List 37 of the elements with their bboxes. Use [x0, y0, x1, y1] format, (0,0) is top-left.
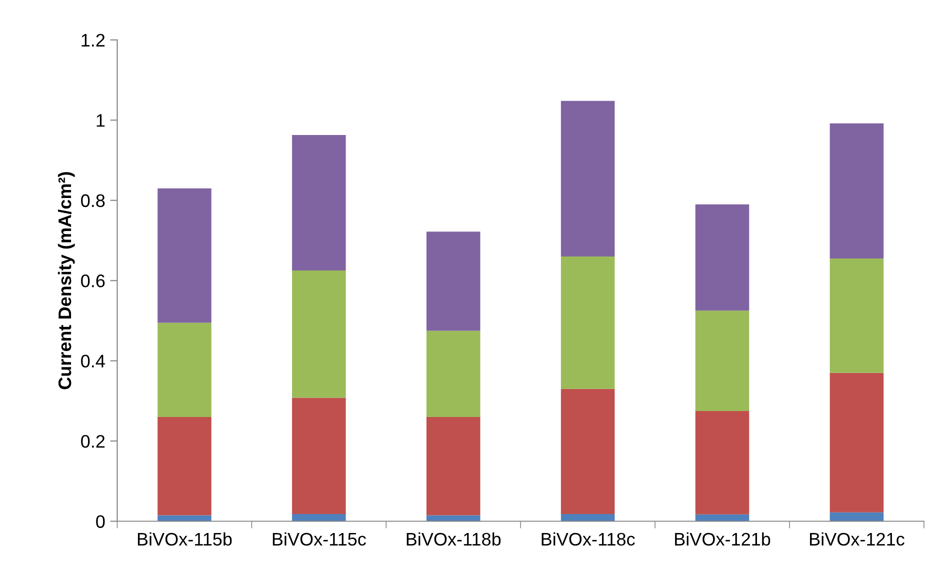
bar	[158, 322, 212, 417]
bar	[158, 515, 212, 522]
y-tick-label: 0.4	[81, 354, 105, 368]
bar	[560, 388, 615, 514]
bar	[426, 515, 480, 522]
x-tick-label: BiVOx-115b	[138, 532, 232, 546]
bar	[695, 410, 750, 514]
y-tick-label: 0.8	[81, 194, 105, 208]
bar	[426, 416, 480, 516]
bar	[292, 398, 346, 514]
y-tick-label: 0.2	[81, 434, 105, 448]
x-tick-label: BiVOx-121c	[810, 532, 904, 546]
bar	[830, 123, 884, 259]
bar	[560, 100, 615, 257]
y-axis-title: Current Density (mA/cm²)	[58, 172, 75, 390]
bar	[292, 134, 346, 271]
x-tick-label: BiVOx-118c	[542, 532, 635, 546]
bar	[158, 416, 212, 516]
bar	[560, 256, 615, 389]
x-tick-label: BiVOx-121b	[675, 532, 770, 546]
bar	[830, 512, 884, 522]
bar	[830, 258, 884, 373]
bar	[158, 188, 212, 323]
bar	[292, 270, 346, 398]
x-tick-label: BiVOx-115c	[272, 532, 366, 546]
bar	[830, 372, 884, 512]
y-tick-label: 1	[96, 114, 105, 127]
bar	[292, 514, 346, 522]
x-tick-label: BiVOx-118b	[406, 532, 501, 546]
y-tick-label: 1.2	[82, 34, 105, 46]
y-tick-label: 0.6	[81, 274, 105, 288]
bar	[426, 330, 480, 417]
bar	[695, 310, 750, 411]
y-tick-label: 0	[96, 515, 105, 528]
bar	[560, 514, 615, 522]
bar	[695, 204, 750, 311]
bar	[426, 232, 480, 331]
